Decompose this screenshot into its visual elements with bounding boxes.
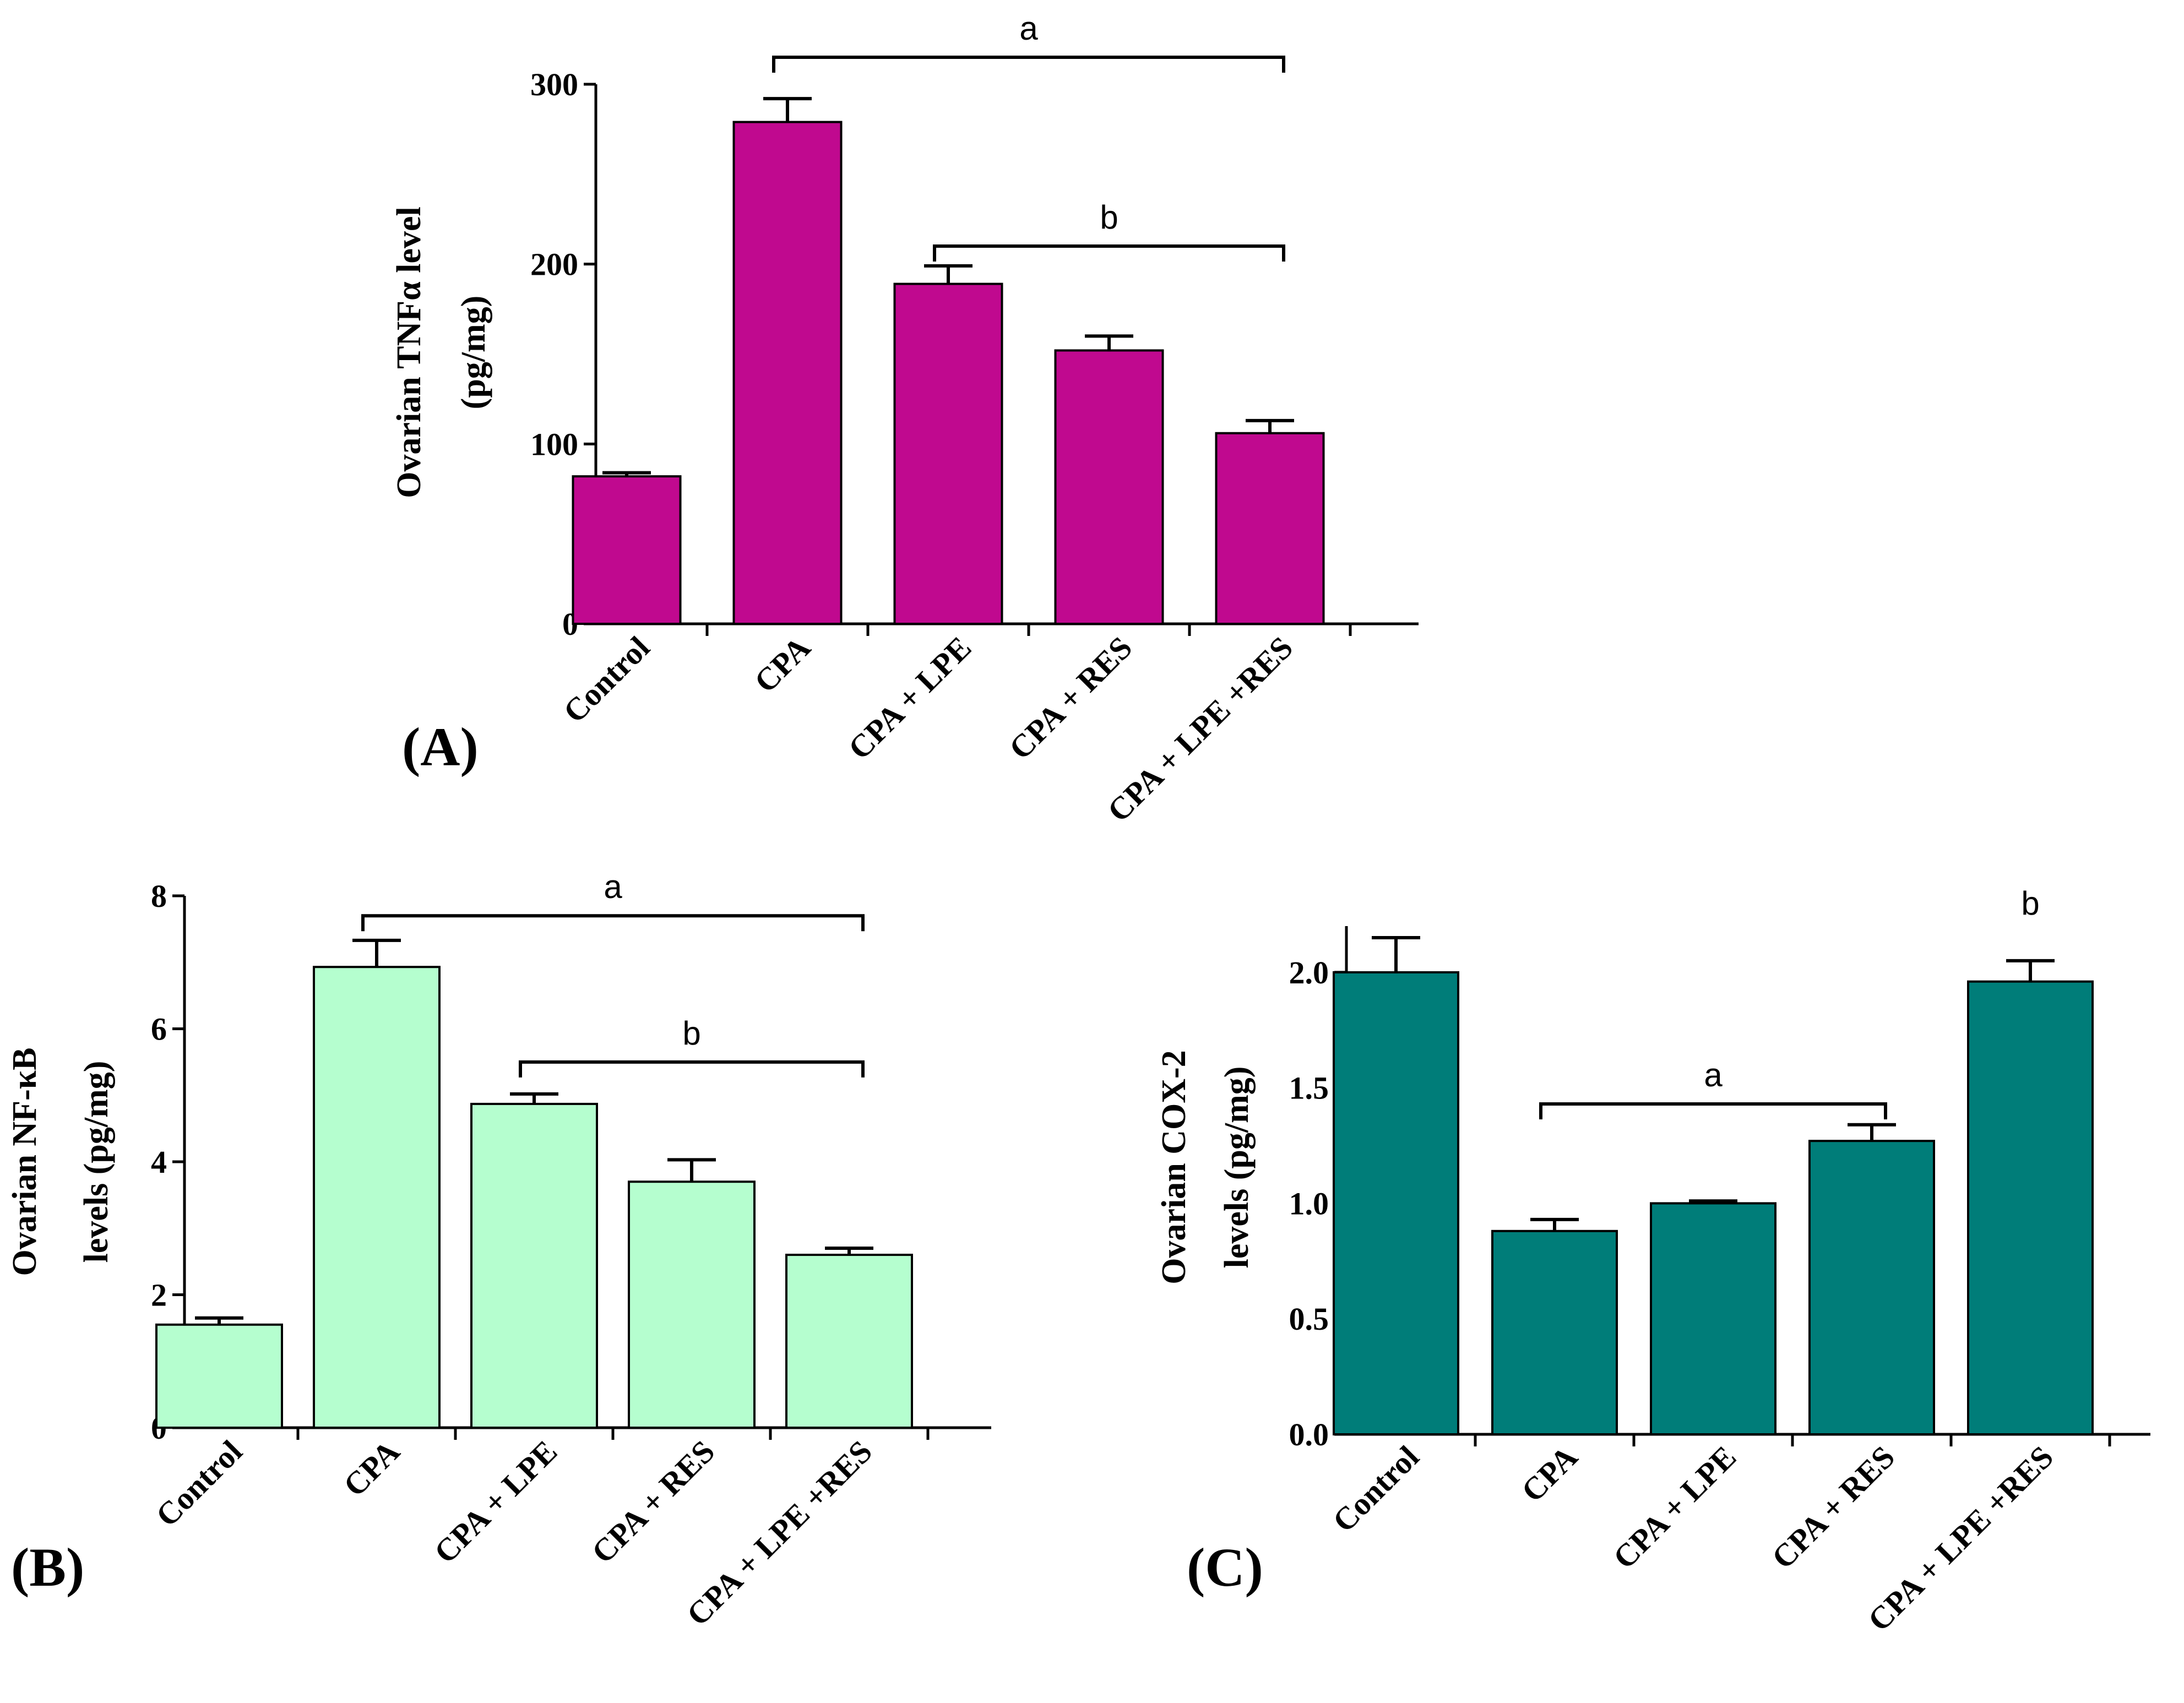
bar [313, 966, 441, 1429]
bar [893, 282, 1003, 625]
x-category-label: CPA + RES [1765, 1439, 1902, 1576]
significance-label: a [1704, 1057, 1723, 1093]
significance-label: a [604, 868, 622, 905]
y-tick-label: 0.0 [1289, 1417, 1329, 1452]
x-category-label: CPA [747, 629, 817, 699]
bar [155, 1323, 283, 1429]
bar [1491, 1229, 1618, 1436]
significance-label: b [682, 1015, 700, 1052]
y-axis-title: Ovarian TNFα level [390, 206, 428, 498]
panel-letter: (B) [11, 1537, 84, 1598]
y-axis-title: levels (pg/mg) [78, 1061, 115, 1263]
y-tick-label: 100 [530, 426, 578, 462]
bar [572, 475, 682, 625]
x-category-label: Control [556, 629, 656, 730]
significance-bracket [1539, 1102, 1887, 1120]
y-tick-label: 0.5 [1289, 1301, 1329, 1337]
y-tick-label: 8 [151, 878, 167, 914]
bar [732, 121, 843, 625]
x-category-label: CPA [1514, 1439, 1584, 1509]
bar [1215, 432, 1325, 625]
significance-bracket [772, 56, 1285, 73]
y-tick-label: 1.5 [1289, 1070, 1329, 1106]
significance-label: b [2021, 885, 2039, 922]
significance-bracket [361, 914, 865, 932]
bar [785, 1254, 913, 1429]
bar [1808, 1140, 1935, 1435]
significance-bracket [933, 244, 1285, 262]
bar [1333, 971, 1459, 1435]
x-category-label: CPA + RES [585, 1433, 722, 1570]
bar [1967, 980, 2094, 1435]
bar [470, 1102, 598, 1429]
y-axis-title: Ovarian NF-κB [6, 1047, 44, 1276]
y-axis-title: Ovarian COX-2 [1155, 1050, 1193, 1284]
x-category-label: CPA + LPE [1606, 1439, 1743, 1576]
chart-panel-3: 0.0 0.5 1.0 1.5 2.0 Control CPA CPA + LPE CPA + … [1155, 885, 2150, 1638]
x-category-label: CPA + LPE [427, 1433, 564, 1570]
y-axis-title: levels (pg/mg) [1218, 1067, 1256, 1269]
bar [628, 1180, 756, 1429]
x-category-label: CPA + LPE [841, 629, 979, 766]
y-tick-label: 6 [151, 1011, 167, 1047]
bar [1650, 1202, 1776, 1436]
y-tick-label: 1.0 [1289, 1185, 1329, 1221]
x-category-label: CPA + RES [1002, 629, 1139, 766]
y-tick-label: 2 [151, 1277, 167, 1313]
panel-letter: (A) [402, 716, 479, 777]
significance-bracket [519, 1060, 865, 1078]
y-tick-label: 4 [151, 1144, 167, 1180]
x-category-label: Control [149, 1433, 249, 1533]
significance-label: a [1019, 10, 1038, 47]
y-axis-title: (pg/mg) [455, 296, 492, 410]
significance-label: b [1100, 199, 1118, 236]
bar [1054, 349, 1164, 625]
y-tick-label: 200 [530, 247, 578, 282]
y-tick-label: 300 [530, 67, 578, 102]
x-category-label: Control [1325, 1439, 1426, 1539]
y-tick-label: 2.0 [1289, 955, 1329, 991]
panel-letter: (C) [1187, 1537, 1263, 1598]
x-category-label: CPA [336, 1433, 406, 1503]
